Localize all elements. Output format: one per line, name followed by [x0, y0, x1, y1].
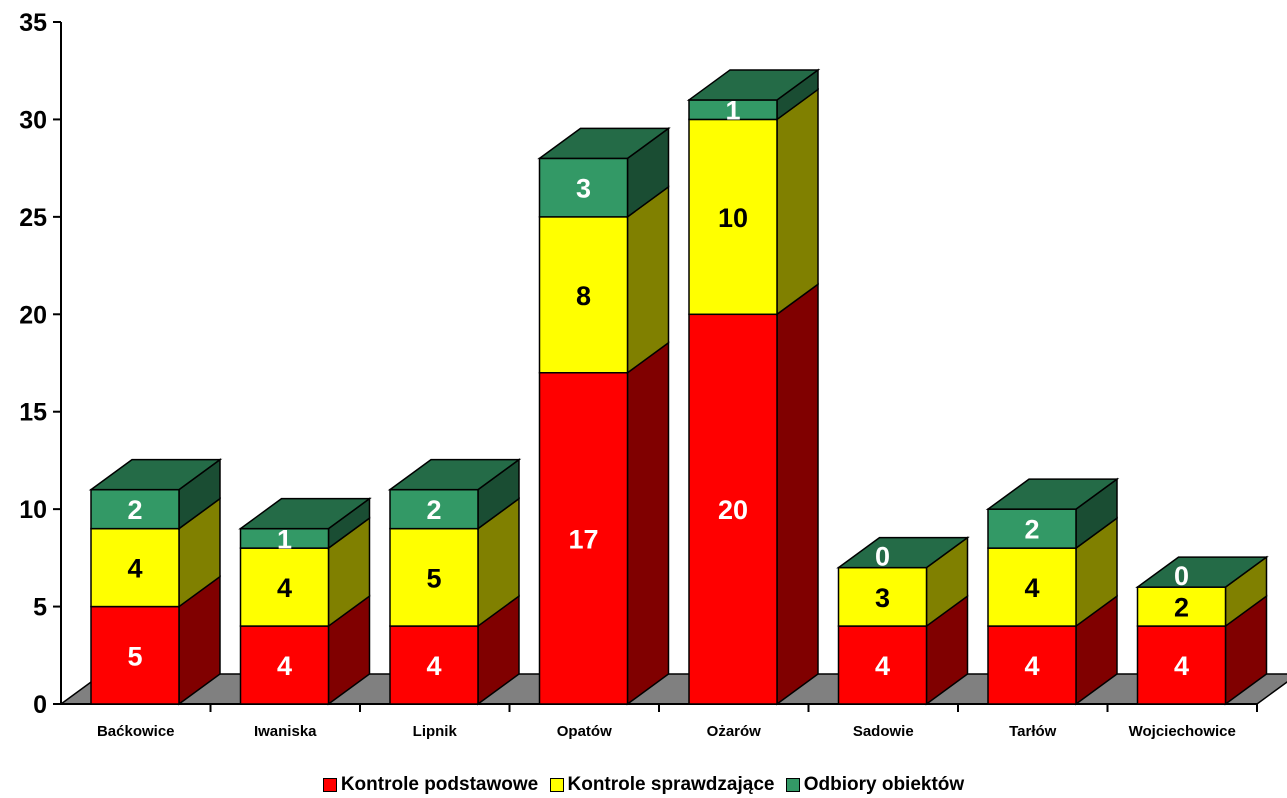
bar-stack [88, 458, 223, 706]
data-label: 4 [875, 651, 890, 681]
bar-segment [389, 527, 479, 627]
legend-item-kontrole-sprawdzajace: Kontrole sprawdzające [549, 774, 775, 796]
bar-side [776, 282, 819, 706]
data-label: 4 [426, 651, 441, 681]
data-label: 5 [426, 563, 441, 593]
data-label: 4 [277, 651, 292, 681]
data-label: 2 [426, 495, 441, 525]
bar-segment [90, 605, 180, 705]
category-label: Baćkowice [97, 723, 175, 740]
bar-segment [688, 313, 778, 705]
y-tick-label: 35 [19, 9, 47, 37]
bar-stack [836, 536, 970, 706]
bar-top [1135, 556, 1269, 588]
legend-label: Kontrole podstawowe [340, 774, 539, 795]
bar-segment [538, 157, 629, 218]
y-tick-label: 30 [19, 106, 47, 134]
legend-label: Kontrole sprawdzające [567, 774, 775, 795]
category-label: Lipnik [413, 723, 458, 740]
bar-side [626, 341, 670, 706]
bar-stack [1135, 555, 1269, 706]
category-label: Ożarów [707, 723, 762, 740]
bar-segment [90, 488, 180, 530]
legend-item-odbiory-obiektow: Odbiory obiektów [785, 774, 965, 796]
bar-segment [90, 527, 180, 608]
data-label: 4 [1024, 651, 1039, 681]
bar-stack [387, 458, 522, 706]
data-label: 17 [568, 524, 598, 554]
data-label: 2 [1174, 593, 1189, 623]
data-label: 8 [576, 281, 591, 311]
legend-swatch-green [785, 778, 800, 792]
data-label: 3 [875, 583, 890, 613]
data-label: 1 [277, 524, 292, 554]
y-tick-label: 0 [33, 691, 47, 719]
bar-top [537, 127, 671, 160]
y-tick-label: 5 [33, 594, 47, 622]
bar-segment [538, 216, 629, 374]
legend-item-kontrole-podstawowe: Kontrole podstawowe [322, 774, 539, 796]
bar-segment [239, 625, 330, 705]
bar-top [88, 458, 223, 491]
bar-segment [987, 625, 1077, 705]
legend-swatch-yellow [549, 778, 564, 792]
bar-segment [538, 371, 629, 705]
bar-segment [1136, 625, 1227, 705]
data-label: 4 [1024, 573, 1039, 603]
category-label: Sadowie [853, 723, 914, 740]
bar-segment [1136, 586, 1227, 627]
category-label: Opatów [557, 723, 612, 740]
data-label: 2 [1024, 515, 1039, 545]
data-label: 0 [875, 542, 890, 572]
y-tick-label: 25 [19, 204, 47, 232]
y-tick-label: 10 [19, 496, 47, 524]
data-label: 0 [1174, 561, 1189, 591]
data-label: 5 [127, 641, 142, 671]
category-label: Iwaniska [254, 723, 317, 740]
bar-stack [686, 68, 821, 706]
bar-stack [985, 477, 1120, 706]
data-label: 3 [576, 174, 591, 204]
data-label: 4 [1174, 651, 1189, 681]
category-label: Wojciechowice [1129, 723, 1236, 740]
bar-segment [389, 625, 479, 705]
bar-stack [537, 126, 671, 706]
bar-stack [238, 497, 372, 706]
data-label: 10 [718, 203, 748, 233]
bar-top [985, 478, 1120, 510]
data-label: 1 [725, 96, 740, 126]
bar-top [836, 536, 970, 569]
bar-side [626, 185, 670, 375]
data-label: 4 [277, 573, 292, 603]
bar-top [686, 69, 821, 101]
y-tick-label: 20 [19, 301, 47, 329]
legend: Kontrole podstawowe Kontrole sprawdzając… [0, 774, 1287, 798]
data-label: 20 [718, 495, 748, 525]
bar-side [776, 87, 819, 316]
bars [88, 68, 1269, 706]
data-label: 4 [127, 554, 142, 584]
category-label: Tarłów [1009, 723, 1057, 740]
bar-segment [987, 547, 1077, 627]
bar-segment [987, 508, 1077, 549]
legend-swatch-red [322, 778, 337, 792]
bar-segment [239, 547, 330, 627]
data-label: 2 [127, 495, 142, 525]
y-tick-label: 15 [19, 399, 47, 427]
bar-segment [837, 566, 928, 627]
legend-label: Odbiory obiektów [803, 774, 965, 795]
bar-top [387, 458, 522, 491]
bar-top [238, 497, 372, 530]
